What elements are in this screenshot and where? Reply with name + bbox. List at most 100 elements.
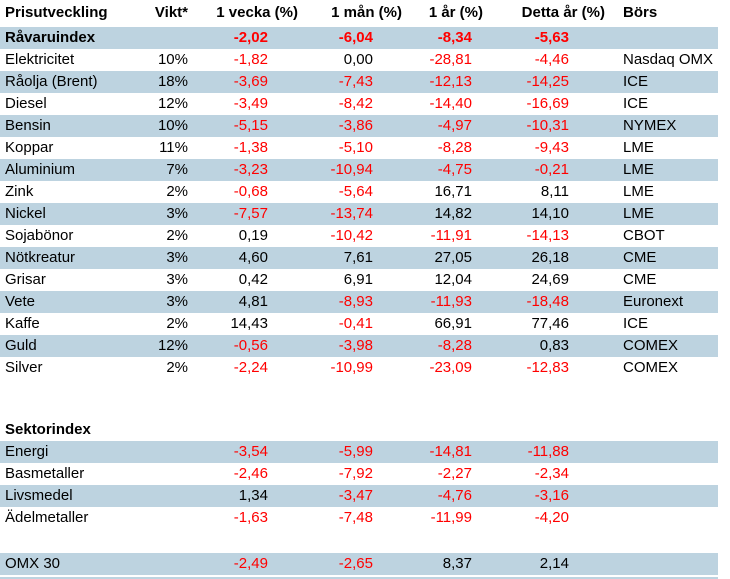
cell-m1: -6,04	[338, 29, 373, 46]
cell-y1: -23,09	[429, 359, 472, 376]
cell-y1: -8,34	[437, 29, 472, 46]
cell-w1: -1,38	[233, 139, 268, 156]
cell-vikt	[148, 507, 188, 529]
cell-label: Energi	[5, 443, 49, 460]
row-elektricitet: Elektricitet 10% -1,82 0,00 -28,81 -4,46 Nasda…	[0, 49, 718, 71]
column-header-m1: 1 mån (%)	[331, 4, 402, 21]
row-ravaruindex: Råvaruindex -2,02 -6,04 -8,34 -5,63	[0, 27, 718, 49]
cell-ytd: -0,21	[534, 161, 569, 178]
cell-vikt: 2%	[166, 183, 188, 200]
cell-y1: -8,28	[437, 337, 472, 354]
cell-vikt: 3%	[166, 249, 188, 266]
cell-bors: CME	[623, 271, 657, 288]
cell-vikt	[148, 441, 188, 463]
cell-y1: -4,97	[437, 117, 472, 134]
cell-ytd: -9,43	[534, 139, 569, 156]
cell-label: Bensin	[5, 117, 51, 134]
cell-m1: -2,65	[338, 555, 373, 572]
cell-w1: 0,42	[238, 271, 268, 288]
cell-ytd: -16,69	[526, 95, 569, 112]
cell-w1: -5,15	[233, 117, 268, 134]
cell-ytd: 0,83	[539, 337, 569, 354]
cell-m1: -7,48	[338, 509, 373, 526]
cell-ytd: -14,25	[526, 73, 569, 90]
cell-y1: 66,91	[434, 315, 472, 332]
cell-w1: -0,68	[233, 183, 268, 200]
cell-vikt	[148, 463, 188, 485]
row-energi: Energi -3,54 -5,99 -14,81 -11,88	[0, 441, 718, 463]
cell-bors	[605, 507, 718, 529]
cell-ytd: -11,88	[527, 443, 569, 460]
cell-y1: -2,27	[437, 465, 472, 482]
cell-y1: 16,71	[434, 183, 472, 200]
cell-m1: -7,92	[338, 465, 373, 482]
cell-bors: COMEX	[623, 359, 679, 376]
cell-y1: 8,37	[442, 555, 472, 572]
row-omx-30: OMX 30 -2,49 -2,65 8,37 2,14	[0, 553, 718, 575]
cell-ytd: 2,14	[539, 555, 569, 572]
row-bensin: Bensin 10% -5,15 -3,86 -4,97 -10,31 NYMEX	[0, 115, 718, 137]
cell-ytd: -10,31	[526, 117, 569, 134]
cell-label: Diesel	[5, 95, 47, 112]
cell-m1: -8,93	[338, 293, 373, 310]
column-header-bors: Börs	[623, 4, 658, 21]
cell-m1: -5,64	[338, 183, 373, 200]
row-sojabonor: Sojabönor 2% 0,19 -10,42 -11,91 -14,13 CBOT	[0, 225, 718, 247]
cell-y1: -14,81	[429, 443, 472, 460]
partial-bottom-row	[0, 577, 718, 579]
cell-label: Sektorindex	[5, 421, 91, 438]
cell-m1: -3,86	[338, 117, 373, 134]
cell-y1: -14,40	[429, 95, 472, 112]
cell-bors	[605, 463, 718, 485]
row-grisar: Grisar 3% 0,42 6,91 12,04 24,69 CME	[0, 269, 718, 291]
cell-ytd: -14,13	[526, 227, 569, 244]
cell-w1: 14,43	[230, 315, 268, 332]
cell-vikt: 12%	[157, 95, 188, 112]
cell-bors: LME	[623, 161, 654, 178]
cell-bors: Nasdaq OMX	[623, 51, 714, 68]
cell-w1: -3,69	[233, 73, 268, 90]
table-header-row: Prisutveckling Vikt* 1 vecka (%) 1 mån (%) 1…	[0, 0, 718, 27]
row-koppar: Koppar 11% -1,38 -5,10 -8,28 -9,43 LME	[0, 137, 718, 159]
cell-w1: -2,24	[233, 359, 268, 376]
cell-bors: ICE	[623, 315, 649, 332]
cell-label: Vete	[5, 293, 36, 310]
cell-label: Nickel	[5, 205, 46, 222]
cell-vikt: 10%	[157, 51, 188, 68]
cell-bors: ICE	[623, 73, 649, 90]
column-header-y1: 1 år (%)	[428, 4, 483, 21]
cell-ytd: 24,69	[531, 271, 569, 288]
cell-y1: -11,91	[430, 227, 472, 244]
cell-w1: -1,63	[233, 509, 268, 526]
cell-w1: 1,34	[238, 487, 268, 504]
cell-label: Zink	[5, 183, 34, 200]
cell-vikt	[148, 27, 188, 49]
cell-ytd	[483, 419, 605, 441]
cell-label: Ädelmetaller	[5, 509, 89, 526]
cell-m1: -10,99	[330, 359, 373, 376]
cell-w1: -2,49	[233, 555, 268, 572]
cell-label: Koppar	[5, 139, 54, 156]
cell-w1: -0,56	[233, 337, 268, 354]
cell-y1: -28,81	[429, 51, 472, 68]
cell-ytd: -5,63	[534, 29, 569, 46]
row-silver: Silver 2% -2,24 -10,99 -23,09 -12,83 COMEX	[0, 357, 718, 379]
column-header-w1: 1 vecka (%)	[216, 4, 298, 21]
cell-label: Aluminium	[5, 161, 76, 178]
cell-w1: 4,60	[238, 249, 268, 266]
cell-label: Råvaruindex	[5, 29, 96, 46]
cell-ytd: -18,48	[526, 293, 569, 310]
cell-m1: -5,10	[338, 139, 373, 156]
spacer-row	[0, 575, 718, 577]
row-zink: Zink 2% -0,68 -5,64 16,71 8,11 LME	[0, 181, 718, 203]
cell-bors: LME	[623, 205, 654, 222]
row-diesel: Diesel 12% -3,49 -8,42 -14,40 -16,69 ICE	[0, 93, 718, 115]
cell-ytd: 8,11	[540, 183, 569, 200]
row-kaffe: Kaffe 2% 14,43 -0,41 66,91 77,46 ICE	[0, 313, 718, 335]
cell-y1	[402, 419, 483, 441]
cell-label: Kaffe	[5, 315, 40, 332]
cell-w1: 0,19	[238, 227, 268, 244]
cell-w1: -1,82	[233, 51, 268, 68]
cell-label: OMX 30	[5, 555, 61, 572]
